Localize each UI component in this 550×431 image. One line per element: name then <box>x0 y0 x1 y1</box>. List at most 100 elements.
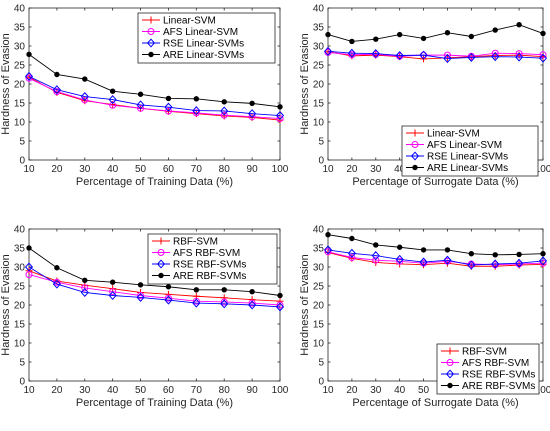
x-tick-label: 10 <box>23 385 35 396</box>
data-point <box>249 289 255 295</box>
data-point <box>515 258 524 268</box>
y-tick-label: 30 <box>14 263 26 274</box>
legend-entry: RSE Linear-SVMs <box>427 152 508 163</box>
legend-marker <box>146 38 156 48</box>
legend-entry: AFS RBF-SVM <box>462 358 529 369</box>
y-tick-label: 0 <box>318 156 324 167</box>
chart-panel-3: 10 20 30 40 50 60 70 80 90 1000510152025303540Per… <box>0 225 289 410</box>
data-point <box>53 88 61 96</box>
data-point <box>516 251 522 258</box>
data-point <box>248 300 257 310</box>
y-tick-label: 40 <box>14 4 26 15</box>
data-point <box>371 49 380 59</box>
y-tick-label: 5 <box>19 137 25 148</box>
legend-entry: ARE Linear-SVMs <box>163 50 244 61</box>
legend-entry: ARE RBF-SVMs <box>462 381 535 392</box>
x-tick-label: 20 <box>346 164 358 175</box>
x-tick-label: 30 <box>79 164 91 175</box>
data-point <box>371 251 380 261</box>
y-tick-label: 25 <box>14 61 26 72</box>
data-point <box>165 284 172 290</box>
x-tick-label: 40 <box>394 385 406 396</box>
data-point <box>275 110 285 121</box>
x-tick-label: 60 <box>163 385 175 396</box>
x-tick-label: 100 <box>535 385 550 396</box>
data-point <box>395 254 404 264</box>
x-tick-label: 10 <box>322 385 334 396</box>
legend-entry: AFS Linear-SVM <box>427 140 502 151</box>
legend-entry: AFS Linear-SVM <box>163 27 238 38</box>
data-point <box>54 71 60 78</box>
y-tick-label: 35 <box>14 244 26 255</box>
y-tick-label: 10 <box>313 339 325 350</box>
data-point <box>516 22 522 28</box>
data-point <box>492 252 498 258</box>
data-point <box>220 298 228 306</box>
data-point <box>192 109 200 117</box>
series-line <box>28 53 281 108</box>
series-line <box>327 51 544 60</box>
legend-marker <box>447 382 453 389</box>
data-point <box>220 106 229 116</box>
data-point <box>349 235 355 242</box>
x-tick-label: 20 <box>51 164 63 175</box>
series-line <box>327 252 544 267</box>
data-point <box>193 287 200 293</box>
data-point <box>192 106 201 116</box>
data-point <box>82 277 88 283</box>
x-tick-label: 50 <box>135 385 147 396</box>
legend-box <box>401 125 539 177</box>
data-point <box>443 53 452 64</box>
y-tick-label: 5 <box>318 358 324 369</box>
data-point <box>276 115 284 123</box>
data-point <box>193 96 200 102</box>
legend-marker <box>148 51 154 58</box>
data-point <box>468 251 475 257</box>
series-line <box>327 24 544 42</box>
x-tick-label: 40 <box>107 385 119 396</box>
series-line <box>327 50 544 59</box>
legend-entry: RBF-SVM <box>462 347 507 358</box>
legend-marker <box>156 259 166 269</box>
data-point <box>420 35 427 42</box>
data-point <box>325 31 331 38</box>
series-line <box>28 274 281 306</box>
legend-entry: RSE Linear-SVMs <box>163 39 244 50</box>
y-tick-label: 5 <box>318 137 324 148</box>
y-tick-label: 15 <box>313 320 325 331</box>
data-point <box>80 91 89 102</box>
x-tick-label: 40 <box>107 164 119 175</box>
legend-entry: ARE RBF-SVMs <box>173 271 246 282</box>
data-point <box>443 255 452 265</box>
chart-panel-2: 1020304050607080901000510152025303540Per… <box>299 4 550 189</box>
x-axis-label: Percentage of Training Data (%) <box>76 176 233 188</box>
data-point <box>348 254 356 261</box>
x-tick-label: 20 <box>346 385 358 396</box>
x-tick-label: 20 <box>51 385 63 396</box>
series-line <box>28 270 281 302</box>
chart-panel-1: 10 20 30 40 50 60 70 80 90 1000510152025303540Per… <box>0 4 289 189</box>
series-line <box>28 75 281 116</box>
x-tick-label: 50 <box>418 385 430 396</box>
series-line <box>28 247 281 296</box>
data-point <box>164 295 173 305</box>
data-point <box>349 38 355 45</box>
y-axis-label: Hardness of Evasion <box>299 254 311 356</box>
legend-entry: Linear-SVM <box>427 129 480 140</box>
y-tick-label: 5 <box>19 358 25 369</box>
y-tick-label: 25 <box>313 61 325 72</box>
legend-marker <box>411 129 419 137</box>
x-axis-label: Percentage of Surrogate Data (%) <box>352 397 518 409</box>
y-tick-label: 25 <box>313 282 325 293</box>
data-point <box>81 284 89 292</box>
data-point <box>137 282 144 288</box>
data-point <box>419 50 428 60</box>
series-line <box>327 52 544 57</box>
legend-marker <box>446 347 454 355</box>
legend-entry: ARE Linear-SVMs <box>427 163 508 174</box>
data-point <box>492 27 498 33</box>
y-tick-label: 40 <box>313 225 325 236</box>
data-point <box>248 299 256 307</box>
